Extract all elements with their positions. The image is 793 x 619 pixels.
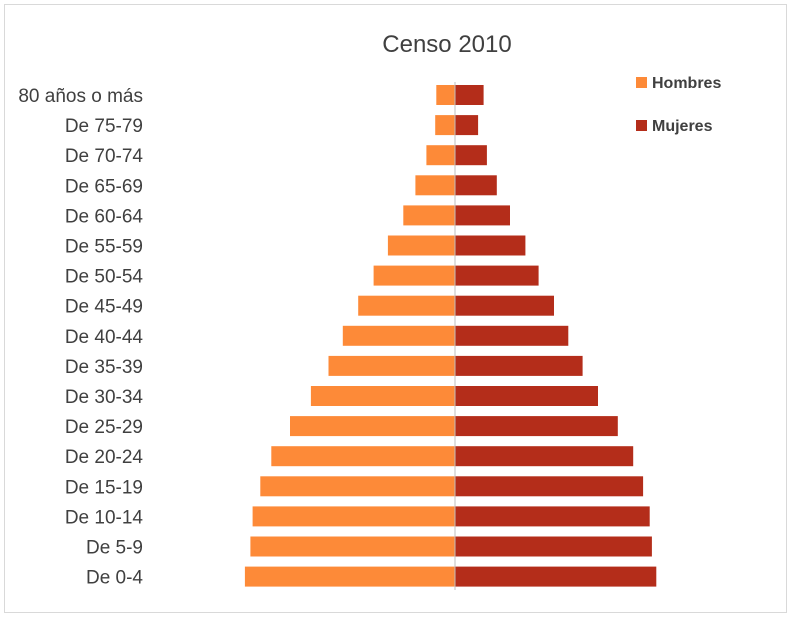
bar-mujeres-de-75-79 <box>455 115 479 136</box>
bar-hombres-de-65-69 <box>415 175 455 196</box>
bar-mujeres-de-5-9 <box>455 536 652 557</box>
legend-label-mujeres: Mujeres <box>652 118 713 135</box>
category-label-de-10-14: De 10-14 <box>65 507 144 528</box>
category-label-de-15-19: De 15-19 <box>65 477 143 498</box>
legend-swatch-mujeres <box>636 120 647 131</box>
bar-hombres-de-60-64 <box>403 205 455 226</box>
legend-label-hombres: Hombres <box>652 75 721 92</box>
bars-group <box>244 85 657 587</box>
category-label-de-70-74: De 70-74 <box>65 146 144 167</box>
bar-hombres-de-10-14 <box>252 506 455 527</box>
bar-hombres-de-75-79 <box>435 115 455 136</box>
bar-mujeres-de-60-64 <box>455 205 510 226</box>
bar-hombres-de-70-74 <box>426 145 455 166</box>
bar-hombres-de-35-39 <box>328 355 455 376</box>
bar-hombres-de-20-24 <box>271 446 455 467</box>
bar-hombres-de-5-9 <box>250 536 455 557</box>
legend: Hombres Mujeres <box>636 75 721 135</box>
bar-mujeres-de-30-34 <box>455 386 598 406</box>
bar-hombres-de-55-59 <box>387 235 455 256</box>
category-label-de-45-49: De 45-49 <box>65 297 143 318</box>
bar-mujeres-de-10-14 <box>455 506 650 527</box>
bar-hombres-de-50-54 <box>373 265 455 286</box>
category-label-de-55-59: De 55-59 <box>65 237 143 258</box>
chart-title: Censo 2010 <box>382 31 511 58</box>
category-label-80-anos-o-mas: 80 años o más <box>18 86 143 107</box>
bar-mujeres-de-35-39 <box>455 355 583 376</box>
category-label-de-20-24: De 20-24 <box>65 447 144 468</box>
category-label-de-60-64: De 60-64 <box>65 206 144 227</box>
bar-mujeres-de-20-24 <box>455 446 634 467</box>
category-label-de-0-4: De 0-4 <box>86 568 143 589</box>
category-labels-group: 80 años o más De 75-79 De 70-74 De 65-69 De … <box>18 86 143 589</box>
bar-mujeres-de-40-44 <box>455 325 569 346</box>
bar-hombres-de-30-34 <box>310 386 455 406</box>
bar-mujeres-de-70-74 <box>455 145 487 166</box>
bar-mujeres-de-65-69 <box>455 175 497 196</box>
category-label-de-25-29: De 25-29 <box>65 417 143 438</box>
bar-mujeres-de-50-54 <box>455 265 539 286</box>
bar-hombres-de-15-19 <box>260 476 455 497</box>
bar-mujeres-80-anos-o-mas <box>455 85 484 105</box>
bar-mujeres-de-0-4 <box>455 566 657 587</box>
category-label-de-5-9: De 5-9 <box>86 538 143 559</box>
bar-mujeres-de-25-29 <box>455 416 618 437</box>
category-label-de-40-44: De 40-44 <box>65 327 144 348</box>
bar-hombres-de-25-29 <box>290 416 455 437</box>
bar-mujeres-de-15-19 <box>455 476 644 497</box>
category-label-de-30-34: De 30-34 <box>65 387 144 408</box>
legend-swatch-hombres <box>636 77 647 88</box>
category-label-de-50-54: De 50-54 <box>65 267 144 288</box>
bar-mujeres-de-45-49 <box>455 295 554 316</box>
category-label-de-65-69: De 65-69 <box>65 176 143 197</box>
bar-hombres-de-0-4 <box>244 566 455 587</box>
bar-hombres-de-45-49 <box>358 295 455 316</box>
bar-hombres-de-40-44 <box>342 325 455 346</box>
bar-mujeres-de-55-59 <box>455 235 526 256</box>
category-label-de-75-79: De 75-79 <box>65 116 143 137</box>
category-label-de-35-39: De 35-39 <box>65 357 143 378</box>
bar-hombres-80-anos-o-mas <box>436 85 455 105</box>
